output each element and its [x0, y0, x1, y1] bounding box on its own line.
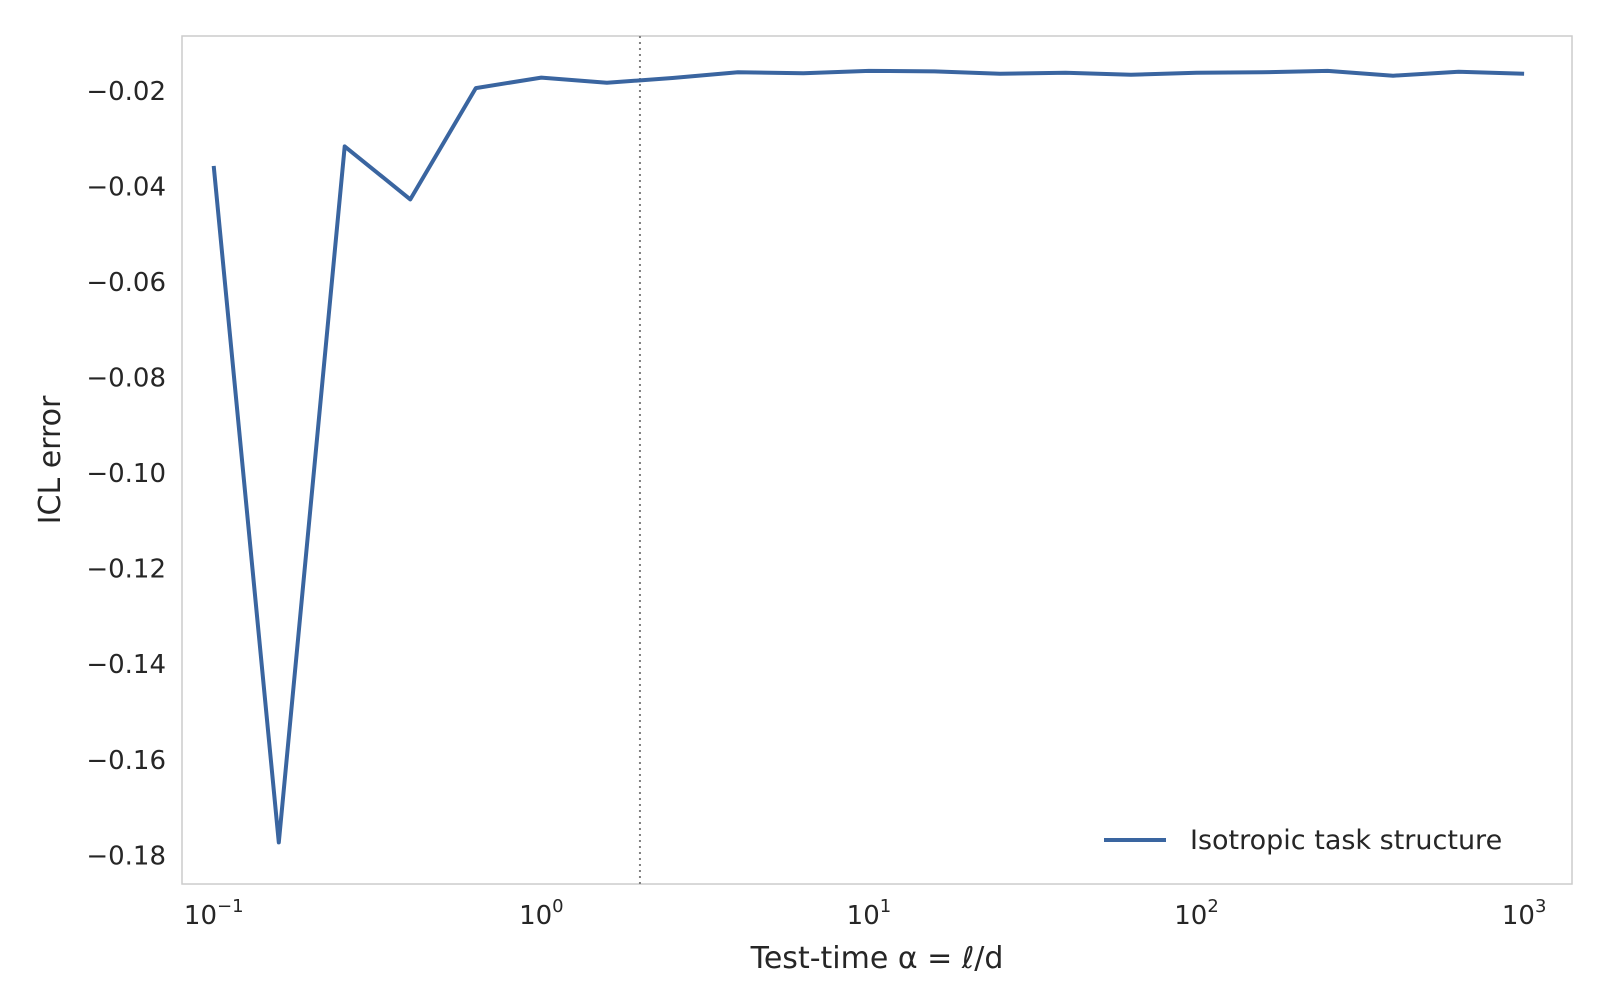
y-tick-label: −0.12 — [86, 555, 166, 585]
legend: Isotropic task structure — [1104, 825, 1502, 856]
y-tick-label: −0.02 — [86, 77, 166, 107]
plot-area-frame — [181, 35, 1573, 885]
y-axis-label: ICL error — [33, 395, 68, 524]
series-line-0 — [211, 68, 1525, 845]
x-tick-label: 101 — [847, 896, 892, 931]
x-tick-label: 102 — [1174, 896, 1219, 931]
x-tick-label: 10−1 — [184, 896, 244, 931]
y-tick-label: −0.08 — [86, 364, 166, 394]
x-axis-label: Test-time α = ℓ/d — [750, 941, 1004, 976]
x-tick-label: 103 — [1502, 896, 1547, 931]
x-tick-label: 100 — [519, 896, 564, 931]
y-tick-label: −0.14 — [86, 650, 166, 680]
y-tick-label: −0.04 — [86, 172, 166, 202]
y-tick-label: −0.10 — [86, 459, 166, 489]
legend-label: Isotropic task structure — [1190, 825, 1502, 856]
y-tick-label: −0.16 — [86, 746, 166, 776]
y-tick-label: −0.06 — [86, 268, 166, 298]
y-tick-label: −0.18 — [86, 841, 166, 871]
